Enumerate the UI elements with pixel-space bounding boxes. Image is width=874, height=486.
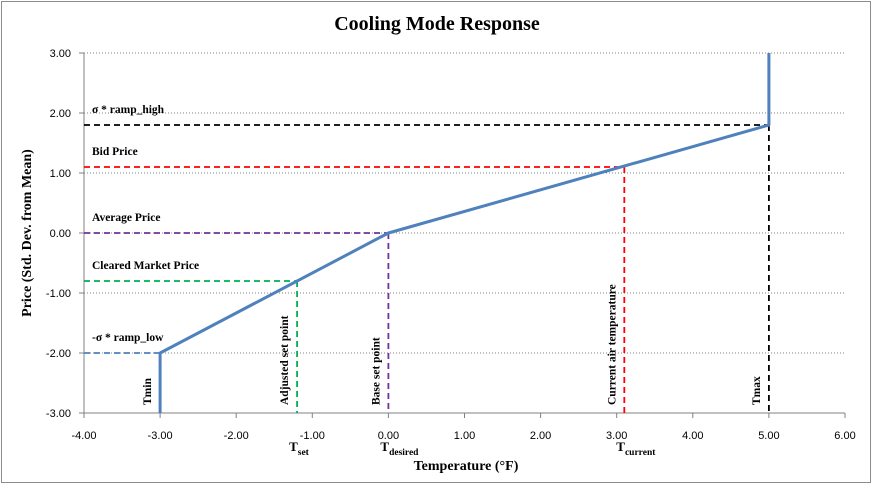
vertical-annotation: Tmin	[142, 378, 154, 405]
y-tick-label: 3.00	[50, 48, 71, 60]
labels: σ * ramp_high Bid Price Average Price Clear…	[92, 104, 763, 458]
x-axis-title: Temperature (°F)	[414, 459, 519, 474]
vertical-annotation: Adjusted set point	[279, 315, 291, 405]
y-axis-title: Price (Std. Dev. from Mean)	[20, 149, 35, 317]
x-tick-label: 4.00	[682, 430, 703, 442]
x-tick-label: 3.00	[606, 430, 627, 442]
reference-label: σ * ramp_high	[92, 104, 165, 116]
vertical-annotation: Base set point	[370, 337, 382, 405]
x-tick-label: -1.00	[300, 430, 325, 442]
x-tick-label: -2.00	[224, 430, 249, 442]
reference-lines	[84, 124, 770, 413]
y-tick-label: -2.00	[46, 348, 71, 360]
x-tick-label: 2.00	[530, 430, 551, 442]
vertical-annotation: Current air temperature	[606, 284, 618, 405]
reference-label: Average Price	[92, 212, 160, 224]
reference-label: Cleared Market Price	[92, 260, 199, 272]
x-tick-label: -4.00	[71, 430, 96, 442]
x-tick-label: 6.00	[834, 430, 855, 442]
y-tick-label: -3.00	[46, 408, 71, 420]
x-annotation: Tcurrent	[616, 439, 656, 458]
x-tick-label: 0.00	[378, 430, 399, 442]
x-annotation: Tdesired	[380, 439, 419, 458]
x-annotation: Tset	[289, 439, 310, 458]
x-tick-label: 1.00	[454, 430, 475, 442]
grid	[84, 52, 845, 354]
x-tick-label: -3.00	[148, 430, 173, 442]
vertical-annotation: Tmax	[751, 376, 763, 405]
y-tick-label: 0.00	[50, 228, 71, 240]
y-tick-label: 1.00	[50, 168, 71, 180]
x-tick-label: 5.00	[758, 430, 779, 442]
chart-title: Cooling Mode Response	[334, 13, 540, 35]
series-line	[158, 53, 771, 413]
series	[158, 53, 771, 413]
y-tick-label: -1.00	[46, 288, 71, 300]
reference-label: -σ * ramp_low	[92, 332, 164, 344]
reference-label: Bid Price	[92, 146, 138, 158]
y-tick-label: 2.00	[50, 108, 71, 120]
axes: 3.002.001.000.00-1.00-2.00-3.00-4.00 -3.0…	[46, 48, 856, 442]
